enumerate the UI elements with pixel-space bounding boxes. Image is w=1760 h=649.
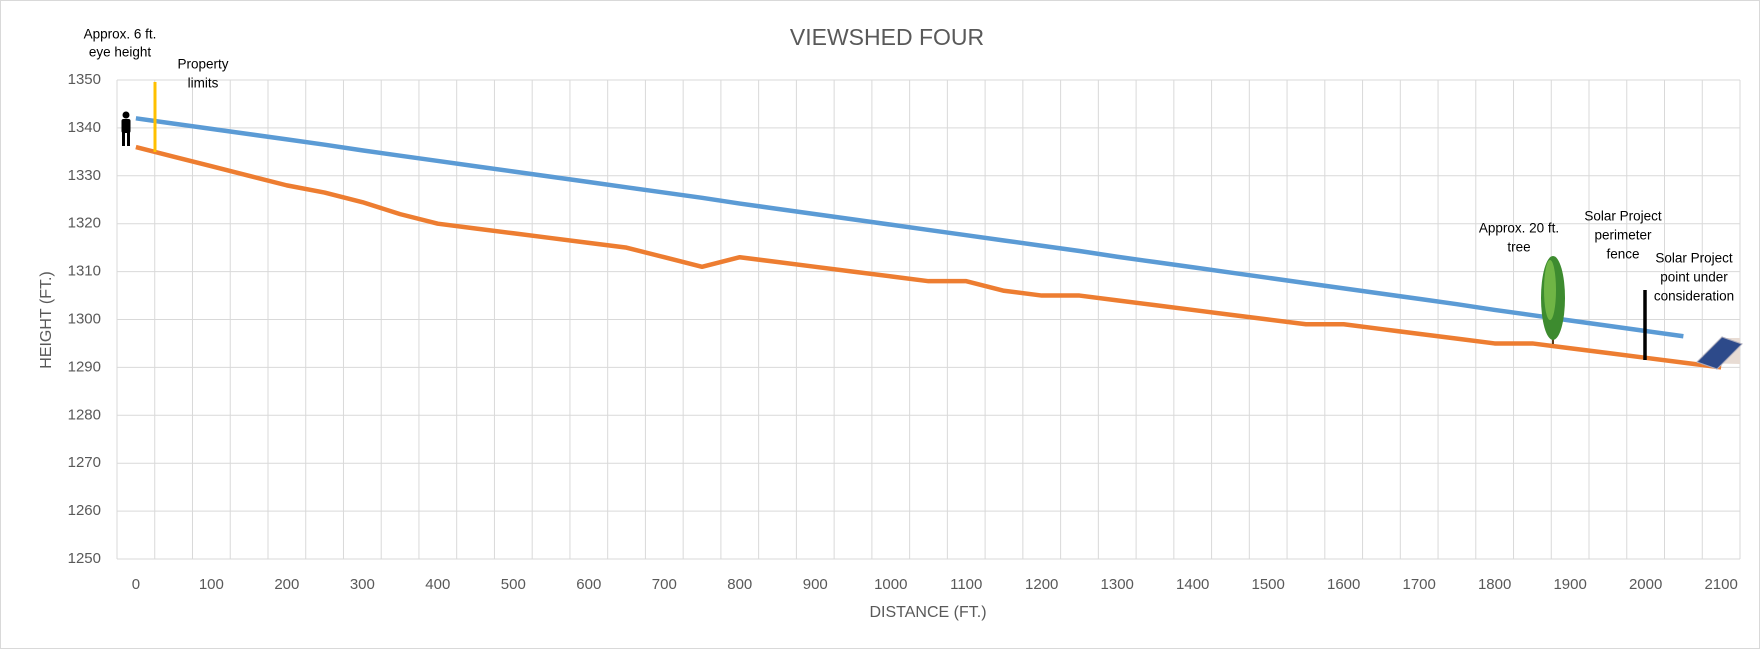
annotation: fence: [1606, 247, 1639, 262]
y-tick-label: 1300: [68, 310, 101, 327]
x-tick-label: 300: [350, 576, 375, 593]
chart-frame: [1, 1, 1760, 649]
x-tick-label: 1300: [1101, 576, 1134, 593]
annotation: Approx. 6 ft.: [84, 27, 157, 42]
y-tick-label: 1330: [68, 167, 101, 184]
x-tick-label: 1700: [1402, 576, 1435, 593]
x-tick-label: 1100: [950, 576, 982, 593]
y-tick-label: 1340: [68, 119, 101, 136]
y-tick-label: 1310: [68, 263, 101, 280]
y-tick-label: 1350: [68, 71, 101, 88]
annotation: perimeter: [1594, 228, 1652, 243]
x-tick-label: 100: [199, 576, 224, 593]
annotation: point under: [1660, 270, 1728, 285]
y-tick-label: 1320: [68, 215, 101, 232]
annotation: Property: [177, 57, 228, 72]
y-tick-label: 1270: [68, 454, 101, 471]
y-tick-label: 1250: [68, 550, 101, 567]
x-tick-label: 2100: [1704, 576, 1737, 593]
x-tick-label: 600: [576, 576, 601, 593]
annotation: consideration: [1654, 289, 1734, 304]
x-tick-label: 0: [132, 576, 140, 593]
x-tick-label: 900: [803, 576, 828, 593]
x-tick-label: 1400: [1176, 576, 1209, 593]
annotation: Approx. 20 ft.: [1479, 221, 1559, 236]
x-tick-label: 2000: [1629, 576, 1662, 593]
x-tick-label: 400: [425, 576, 450, 593]
x-tick-label: 1600: [1327, 576, 1360, 593]
y-axis-label: HEIGHT (FT.): [38, 271, 55, 368]
chart-title: VIEWSHED FOUR: [790, 24, 984, 50]
chart: VIEWSHED FOUR DISTANCE (FT.) HEIGHT (FT.…: [0, 0, 1760, 649]
x-tick-label: 200: [274, 576, 299, 593]
y-tick-label: 1290: [68, 358, 101, 375]
x-tick-label: 1800: [1478, 576, 1511, 593]
x-axis-label: DISTANCE (FT.): [869, 604, 986, 621]
annotation: Solar Project: [1584, 209, 1662, 224]
x-tick-label: 500: [501, 576, 526, 593]
y-tick-label: 1260: [68, 502, 101, 519]
annotation: tree: [1507, 240, 1530, 255]
x-tick-label: 1900: [1553, 576, 1586, 593]
x-tick-label: 1000: [874, 576, 907, 593]
x-tick-label: 700: [652, 576, 677, 593]
x-tick-label: 1500: [1252, 576, 1285, 593]
person-body: [122, 119, 131, 133]
annotation: Solar Project: [1655, 251, 1733, 266]
x-tick-label: 800: [727, 576, 752, 593]
y-tick-label: 1280: [68, 406, 101, 423]
x-tick-label: 1200: [1025, 576, 1058, 593]
tree-highlight: [1544, 260, 1556, 320]
person-head: [123, 112, 130, 119]
annotation: eye height: [89, 45, 152, 60]
person-leg: [127, 132, 130, 146]
annotation: limits: [188, 76, 219, 91]
person-leg: [122, 132, 125, 146]
